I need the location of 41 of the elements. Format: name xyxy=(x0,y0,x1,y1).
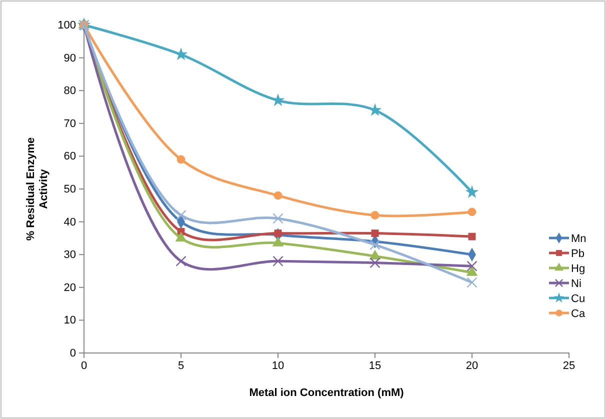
point xyxy=(468,232,476,240)
point xyxy=(176,155,186,164)
point xyxy=(368,103,382,116)
point xyxy=(468,208,476,216)
legend-label: Hg xyxy=(571,263,586,275)
y-tick-label: 30 xyxy=(64,249,76,262)
y-axis-title: % Residual Enzyme Activity xyxy=(25,137,50,241)
point xyxy=(465,185,479,198)
x-tick-label: 0 xyxy=(80,360,88,372)
legend-label: Mn xyxy=(571,233,586,245)
point xyxy=(371,230,379,237)
point xyxy=(370,257,380,268)
x-tick-label: 5 xyxy=(178,360,184,372)
point xyxy=(466,260,478,272)
legend-label: Pb xyxy=(571,248,584,260)
point xyxy=(274,191,282,200)
legend-label: Ca xyxy=(571,308,586,320)
y-tick-label: 20 xyxy=(64,282,76,294)
point xyxy=(370,239,380,250)
point xyxy=(370,211,380,220)
x-tick-label: 10 xyxy=(272,360,284,372)
point xyxy=(466,277,478,288)
x-tick-label: 25 xyxy=(562,360,576,372)
x-tick-label: 20 xyxy=(466,360,478,372)
point xyxy=(272,256,284,266)
y-tick-label: 90 xyxy=(64,52,76,64)
point xyxy=(176,256,186,266)
y-tick-label: 70 xyxy=(64,118,76,130)
y-tick-label: 80 xyxy=(64,85,76,98)
point xyxy=(274,230,282,237)
x-tick-label: 15 xyxy=(368,360,382,372)
y-tick-label: 10 xyxy=(64,314,76,327)
y-tick-label: 40 xyxy=(64,216,76,228)
y-tick-label: 50 xyxy=(64,184,76,196)
y-tick-label: 0 xyxy=(70,348,76,360)
y-tick-label: 100 xyxy=(58,20,76,32)
legend-label: Ni xyxy=(571,278,582,290)
point xyxy=(272,213,284,224)
x-axis-title: Metal ion Concentration (mM) xyxy=(249,387,404,399)
y-tick-label: 60 xyxy=(64,150,76,163)
legend-label: Cu xyxy=(571,293,586,305)
